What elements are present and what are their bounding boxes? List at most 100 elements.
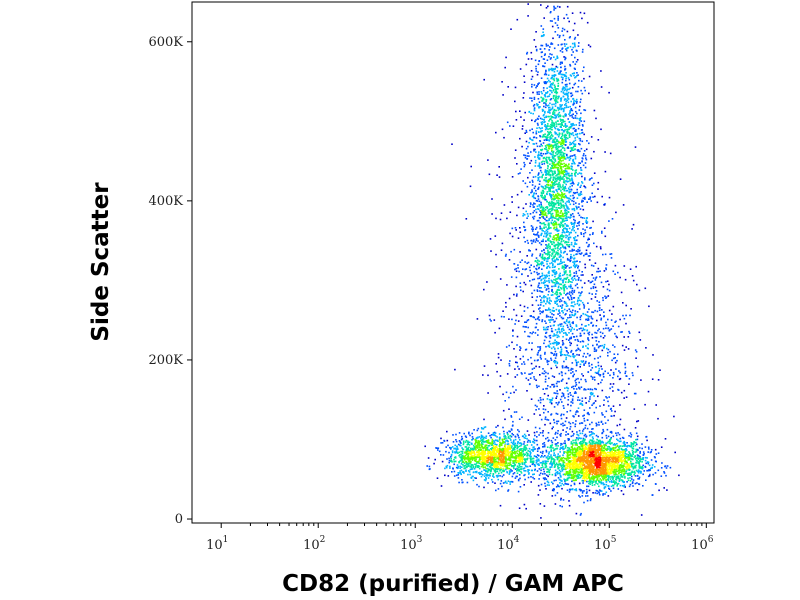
event-dot: [548, 253, 550, 255]
event-dot: [560, 162, 562, 165]
event-dot: [535, 239, 538, 241]
event-dot: [547, 460, 549, 463]
event-dot: [576, 450, 579, 452]
event-dot: [569, 310, 572, 313]
event-dot: [551, 462, 554, 465]
event-dot: [459, 465, 461, 468]
event-dot: [558, 36, 561, 39]
event-dot: [482, 474, 484, 476]
event-dot: [617, 475, 619, 478]
event-dot: [627, 459, 629, 461]
event-dot: [600, 460, 602, 463]
event-dot: [631, 447, 634, 449]
event-dot: [589, 477, 591, 479]
event-dot: [540, 278, 543, 281]
event-dot: [571, 208, 574, 211]
event-dot: [459, 441, 461, 443]
event-dot: [592, 475, 595, 478]
event-dot: [631, 482, 634, 485]
event-dot: [522, 448, 524, 450]
event-dot: [506, 462, 508, 465]
event-dot: [598, 444, 601, 446]
event-dot: [542, 87, 545, 89]
event-dot: [558, 173, 560, 176]
event-dot: [626, 481, 628, 483]
event-dot: [565, 468, 567, 471]
event-dot: [566, 132, 569, 135]
event-dot: [551, 69, 553, 71]
event-dot: [510, 447, 513, 449]
event-dot: [476, 447, 479, 449]
event-dot: [515, 461, 517, 464]
event-dot: [505, 468, 507, 471]
event-dot: [490, 444, 493, 446]
event-dot: [550, 137, 553, 139]
event-dot: [589, 45, 592, 48]
event-dot: [481, 447, 484, 449]
event-dot: [543, 81, 546, 83]
event-dot: [590, 445, 592, 447]
event-dot: [573, 42, 576, 44]
event-dot: [541, 44, 544, 47]
event-dot: [563, 73, 565, 76]
event-dot: [540, 192, 543, 195]
event-dot: [485, 437, 487, 439]
event-dot: [587, 463, 589, 466]
event-dot: [560, 497, 562, 500]
event-dot: [610, 467, 613, 470]
event-dot: [569, 111, 571, 113]
event-dot: [528, 447, 531, 450]
event-dot: [471, 439, 473, 441]
event-dot: [522, 450, 524, 452]
event-dot: [573, 442, 575, 444]
event-dot: [622, 451, 624, 454]
event-dot: [450, 447, 452, 449]
event-dot: [541, 110, 544, 112]
event-dot: [446, 430, 448, 433]
event-dot: [540, 311, 543, 313]
event-dot: [542, 109, 545, 112]
event-dot: [504, 448, 507, 451]
event-dot: [550, 481, 553, 483]
event-dot: [499, 443, 501, 446]
event-dot: [550, 232, 552, 235]
event-dot: [557, 88, 559, 90]
event-dot: [569, 157, 572, 160]
event-dot: [646, 457, 648, 459]
event-dot: [559, 118, 562, 121]
event-dot: [548, 107, 550, 109]
event-dot: [518, 445, 521, 448]
event-dot: [543, 470, 545, 473]
event-dot: [531, 458, 533, 460]
event-dot: [579, 447, 582, 450]
event-dot: [607, 479, 610, 482]
event-dot: [548, 469, 550, 472]
event-dot: [557, 235, 559, 237]
event-dot: [613, 454, 616, 456]
event-dot: [617, 452, 620, 454]
event-dot: [486, 440, 488, 442]
event-dot: [661, 462, 663, 464]
event-dot: [544, 148, 546, 150]
event-dot: [650, 449, 653, 451]
event-dot: [519, 172, 521, 174]
event-dot: [489, 461, 492, 464]
event-dot: [578, 42, 580, 44]
event-dot: [565, 219, 567, 222]
event-dot: [588, 448, 591, 451]
event-dot: [457, 477, 460, 479]
event-dot: [614, 453, 616, 455]
event-dot: [519, 457, 521, 459]
event-dot: [483, 450, 486, 453]
event-dot: [594, 460, 596, 462]
event-dot: [580, 463, 583, 466]
event-dot: [621, 464, 623, 467]
event-dot: [570, 231, 572, 234]
event-dot: [510, 439, 512, 441]
event-dot: [496, 439, 498, 442]
event-dot: [562, 499, 565, 501]
event-dot: [526, 457, 529, 460]
event-dot: [588, 470, 590, 472]
event-dot: [569, 150, 572, 152]
event-dot: [502, 470, 505, 473]
